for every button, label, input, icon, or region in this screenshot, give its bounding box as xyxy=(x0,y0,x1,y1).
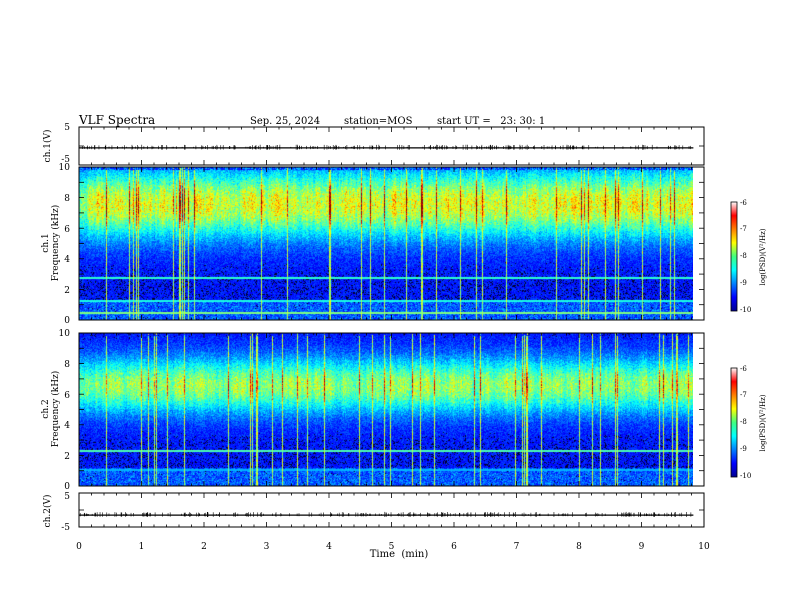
ch1-waveform-frame xyxy=(78,126,705,166)
station-label: station=MOS xyxy=(344,116,413,127)
ch1-waveform-spikes xyxy=(82,144,691,150)
ch2-cb-tick-10: -10 xyxy=(740,472,751,480)
ch2-spectrogram-ticks xyxy=(78,332,705,487)
ch1-ytick-0: 0 xyxy=(64,316,70,326)
ch1-cb-tick-7: -7 xyxy=(740,225,747,233)
x-tick-label: 4 xyxy=(326,542,332,552)
ch1-colorbar: -6 -7 -8 -9 -10 log(PSD)(V²/Hz) xyxy=(730,199,767,314)
ch1-spectrogram-panel: 0 2 4 6 8 10 ch.1 Frequency (kHz) xyxy=(41,163,705,326)
ch2-waveform-frame xyxy=(78,492,705,528)
ch2-spectrogram-panel: 0 2 4 6 8 10 ch.2 Frequency (kHz) xyxy=(41,329,705,492)
ch1-wave-ytick-bottom: -5 xyxy=(61,155,70,165)
ch1-cb-tick-6: -6 xyxy=(740,199,747,207)
ch2-wave-ytick-bottom: -5 xyxy=(61,523,70,533)
ch1-ylabel-channel: ch.1 xyxy=(41,233,51,252)
ch1-ytick-10: 10 xyxy=(59,163,71,173)
ch1-colorbar-label: log(PSD)(V²/Hz) xyxy=(759,228,767,285)
ch2-ylabel-frequency: Frequency (kHz) xyxy=(50,371,61,448)
ch2-colorbar-gradient xyxy=(730,367,738,478)
ch1-spectrogram-image xyxy=(79,167,693,320)
ch1-ylabel-frequency: Frequency (kHz) xyxy=(50,205,61,282)
ch2-waveform-panel: 5 -5 ch.2(V) xyxy=(42,492,705,533)
x-tick-label: 10 xyxy=(698,542,710,552)
date-label: Sep. 25, 2024 xyxy=(250,116,320,127)
start-ut-label: start UT = 23: 30: 1 xyxy=(437,116,545,127)
x-tick-label: 0 xyxy=(76,542,82,552)
ch2-cb-tick-7: -7 xyxy=(740,391,747,399)
ch2-ytick-8: 8 xyxy=(64,360,70,370)
ch2-ytick-4: 4 xyxy=(64,421,70,431)
ch2-wave-ytick-top: 5 xyxy=(64,492,70,502)
x-tick-label: 1 xyxy=(139,542,145,552)
ch2-ytick-6: 6 xyxy=(64,391,70,401)
ch2-colorbar: -6 -7 -8 -9 -10 log(PSD)(V²/Hz) xyxy=(730,365,767,480)
ch1-waveform-panel: 5 -5 ch.1(V) xyxy=(42,123,705,166)
ch2-waveform-spikes xyxy=(79,511,692,518)
x-tick-label: 2 xyxy=(201,542,207,552)
x-tick-label: 3 xyxy=(264,542,270,552)
ch1-ytick-4: 4 xyxy=(64,255,70,265)
x-tick-label: 5 xyxy=(389,542,395,552)
ch2-colorbar-label: log(PSD)(V²/Hz) xyxy=(759,394,767,451)
figure-title: VLF Spectra xyxy=(78,113,155,127)
ch1-colorbar-gradient xyxy=(730,201,738,312)
ch1-waveform-ticks xyxy=(78,127,705,165)
x-tick-label: 8 xyxy=(576,542,582,552)
ch2-wave-ylabel: ch.2(V) xyxy=(42,495,53,528)
x-tick-labels: 0 1 2 3 4 5 6 7 8 9 10 xyxy=(76,542,710,552)
ch1-ytick-6: 6 xyxy=(64,225,70,235)
ch2-cb-tick-6: -6 xyxy=(740,365,747,373)
ch1-ytick-2: 2 xyxy=(64,286,70,296)
x-tick-label: 9 xyxy=(639,542,645,552)
ch2-cb-tick-8: -8 xyxy=(740,418,747,426)
ch2-ylabel-channel: ch.2 xyxy=(41,399,51,418)
ch1-wave-ytick-top: 5 xyxy=(64,123,70,133)
x-tick-label: 7 xyxy=(514,542,520,552)
ch2-cb-tick-9: -9 xyxy=(740,445,747,453)
ch2-waveform-ticks xyxy=(78,493,705,527)
ch2-spectrogram-image xyxy=(79,333,693,486)
x-tick-label: 6 xyxy=(451,542,457,552)
x-axis-label: Time (min) xyxy=(370,549,429,560)
ch1-ytick-8: 8 xyxy=(64,194,70,204)
ch1-spectrogram-ticks xyxy=(78,166,705,321)
ch2-ytick-10: 10 xyxy=(59,329,71,339)
ch2-ytick-0: 0 xyxy=(64,482,70,492)
ch1-cb-tick-9: -9 xyxy=(740,279,747,287)
ch1-cb-tick-10: -10 xyxy=(740,306,751,314)
ch1-cb-tick-8: -8 xyxy=(740,252,747,260)
ch2-ytick-2: 2 xyxy=(64,452,70,462)
ch1-wave-ylabel: ch.1(V) xyxy=(42,130,53,163)
